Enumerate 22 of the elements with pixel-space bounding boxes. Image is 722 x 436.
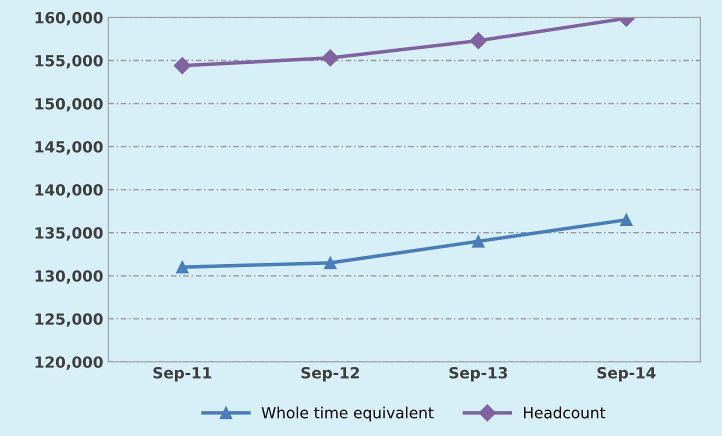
y-tick-label: 125,000: [36, 313, 103, 327]
point: [176, 260, 189, 274]
point: [174, 57, 191, 74]
y-tick-label: 155,000: [36, 54, 103, 68]
y-tick-label: 150,000: [36, 98, 103, 112]
legend-label: Headcount: [524, 406, 606, 418]
x-tick-label: Sep-14: [597, 367, 656, 382]
point: [472, 235, 485, 248]
point: [322, 49, 339, 66]
y-tick-label: 135,000: [36, 227, 103, 241]
point: [620, 214, 633, 226]
y-tick-label: 145,000: [36, 141, 103, 155]
y-tick-label: 130,000: [36, 270, 103, 284]
x-tick-label: Sep-12: [301, 367, 359, 382]
y-tick-label: 160,000: [36, 12, 103, 26]
point: [324, 256, 337, 270]
legend-label: Whole time equivalent: [262, 406, 434, 422]
x-tick-label: Sep-11: [153, 367, 212, 382]
y-tick-label: 120,000: [36, 356, 103, 370]
point: [470, 32, 487, 50]
x-tick-label: Sep-13: [449, 367, 508, 382]
y-tick-label: 140,000: [36, 184, 103, 198]
